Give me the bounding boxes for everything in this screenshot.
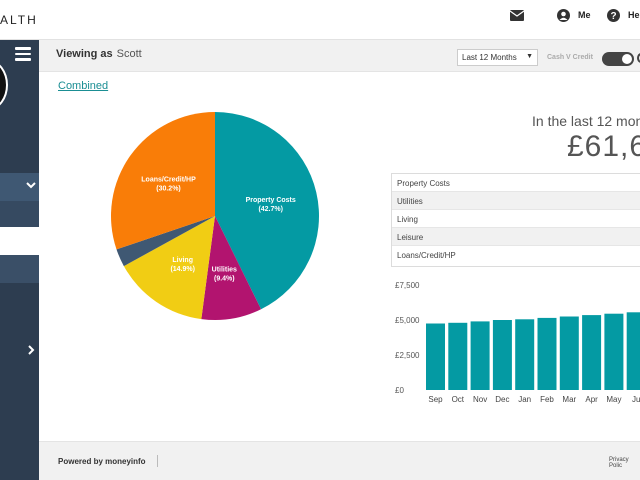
x-tick-label: Mar [562,395,576,404]
me-label: Me [578,10,591,20]
sidebar-subitem-selected[interactable] [0,227,39,255]
x-tick-label: Nov [473,395,487,404]
viewing-as: Viewing as Scott [56,48,142,60]
category-list: Property Costs Utilities Living Leisure … [391,173,640,267]
list-item[interactable]: Utilities [392,192,640,210]
list-item[interactable]: Loans/Credit/HP [397,251,456,260]
period-value: Last 12 Months [462,53,517,62]
pie-slice-label: Utilities [212,266,237,273]
brand-logo-text: ALTH [0,13,38,27]
question-icon: ? [606,8,620,22]
footer: Powered by moneyinfo Privacy Polic [39,441,640,480]
bar[interactable] [604,313,624,390]
y-tick-label: £5,000 [395,316,420,325]
sub-header: Viewing as Scott Last 12 Months ▼ Cash V … [39,40,640,72]
combined-link[interactable]: Combined [58,80,109,92]
y-tick-label: £0 [395,386,404,395]
pie-slice[interactable] [123,216,215,320]
sidebar-item-active[interactable] [0,173,39,201]
bar[interactable] [515,319,535,390]
bar[interactable] [448,322,468,390]
pie-slice-percent: (42.7%) [258,206,283,213]
period-select[interactable]: Last 12 Months ▼ [457,49,538,66]
svg-text:?: ? [610,11,616,22]
bar[interactable] [470,321,490,390]
bar[interactable] [492,320,512,390]
x-tick-label: Sep [428,395,443,404]
x-tick-label: May [606,395,621,404]
messages-button[interactable] [510,8,524,22]
powered-by: Powered by moneyinfo [58,457,146,466]
help-label: Help [628,10,640,20]
spending-pie-chart: Property Costs (42.7%) Utilities (9.4%) Livi… [111,112,319,320]
x-tick-label: Ju [632,395,640,404]
pie-slice[interactable] [111,112,215,250]
bar[interactable] [626,312,640,390]
list-item[interactable]: Living [392,210,640,228]
pie-slice-label: Living [172,257,193,264]
main-content: Viewing as Scott Last 12 Months ▼ Cash V … [39,40,640,480]
sidebar [0,40,39,480]
top-bar: ALTH Me ? Help [0,0,640,40]
summary-total: £61,62 [567,130,640,163]
bar[interactable] [426,323,445,391]
pie-slice[interactable] [201,216,262,320]
pie-slice-percent: (30.2%) [156,186,181,193]
monthly-bar-chart: £0 £2,500 £5,000 £7,500 Sep Oct Nov Dec Jan Feb Ma… [395,281,640,404]
viewing-label: Viewing as [56,48,113,60]
x-tick-label: Apr [585,395,598,404]
privacy-link[interactable]: Privacy Polic [609,457,629,469]
list-item[interactable]: Property Costs [392,174,640,192]
bar[interactable] [559,316,579,391]
cash-credit-label: Cash V Credit [547,54,593,61]
sidebar-subitem-3[interactable] [0,255,39,283]
footer-divider [157,455,158,467]
caret-down-icon: ▼ [526,53,533,60]
pie-slice[interactable] [215,112,319,310]
cash-credit-toggle[interactable] [602,52,634,66]
x-tick-label: Feb [540,395,554,404]
me-button[interactable]: Me [556,8,591,22]
pie-slice-label: Property Costs [246,197,296,204]
bar[interactable] [537,317,557,390]
y-tick-label: £7,500 [395,281,420,290]
list-item[interactable]: Leisure [392,228,640,246]
summary-intro: In the last 12 months [532,113,640,129]
y-tick-label: £2,500 [395,351,420,360]
x-tick-label: Jan [518,395,531,404]
chevron-right-icon[interactable] [26,344,36,358]
chevron-down-icon [26,179,36,193]
pie-slice-percent: (14.9%) [170,266,195,273]
viewing-name: Scott [116,48,142,60]
help-button[interactable]: ? Help [606,8,640,22]
x-tick-label: Oct [452,395,465,404]
bar[interactable] [582,315,602,390]
sidebar-subitem-1[interactable] [0,201,39,227]
envelope-icon [510,8,524,22]
avatar[interactable] [0,60,8,110]
pie-slice[interactable] [116,216,215,267]
pie-slice-label: Loans/Credit/HP [141,177,196,184]
x-tick-label: Dec [495,395,509,404]
pie-slice-percent: (9.4%) [214,275,235,282]
hamburger-icon[interactable] [15,47,31,61]
user-icon [556,8,570,22]
refresh-icon[interactable] [637,53,640,63]
